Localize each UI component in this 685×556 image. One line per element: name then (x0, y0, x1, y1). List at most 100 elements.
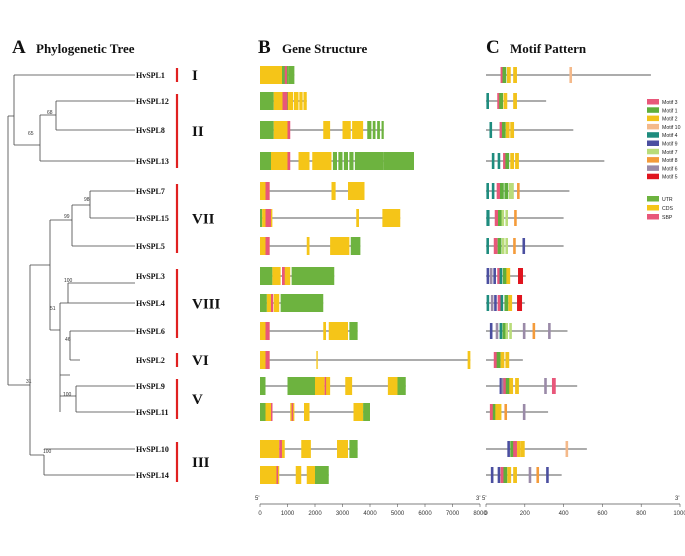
motif-4-block (489, 122, 493, 138)
structure-legend: UTR CDS SBP (647, 196, 673, 221)
motif-2-block (513, 467, 517, 483)
gene-label: HvSPL6 (136, 327, 165, 336)
legend-swatch (647, 123, 659, 130)
motif-7-block (509, 323, 512, 339)
motif-7-block (511, 183, 514, 199)
motif-4-block (497, 153, 501, 169)
motif-9-block (499, 378, 503, 394)
utr-block (363, 403, 370, 421)
gene-label: HvSPL12 (136, 97, 169, 106)
motif-2-block (515, 378, 519, 394)
motif-9-block (494, 295, 497, 311)
phylogenetic-tree (7, 74, 135, 476)
panel-b-title: Gene Structure (282, 41, 368, 56)
motif-axis: 5' 3' 0 200 400 600 800 1000 (482, 496, 685, 517)
motif-3-block (551, 378, 556, 394)
motif-6-block (544, 378, 547, 394)
tree-branch-lower (29, 264, 50, 456)
cds-block (273, 121, 288, 139)
panel-c-title: Motif Pattern (510, 41, 587, 56)
gene-label: HvSPL10 (136, 445, 169, 454)
motif-9-block (490, 467, 494, 483)
motif-7-block (505, 210, 508, 226)
motif-3-block (493, 352, 498, 368)
motif-4-block (486, 93, 489, 109)
utr-block (260, 294, 267, 312)
panel-a-title: Phylogenetic Tree (36, 41, 135, 56)
legend-swatch (647, 115, 659, 122)
cds-block (304, 403, 310, 421)
axis-tick-label: 5000 (391, 511, 405, 517)
motif-3-block (497, 268, 502, 284)
axis-tick-label: 3000 (336, 511, 350, 517)
cds-block (298, 152, 310, 170)
motif-4-block (486, 210, 490, 226)
bootstrap-label: 99 (64, 214, 70, 220)
utr-block (354, 152, 384, 170)
group-label: VII (192, 212, 215, 228)
cds-block (260, 440, 280, 458)
motif-3-block (497, 93, 502, 109)
legend-label: Motif 2 (662, 117, 678, 123)
axis-tick-label: 600 (597, 511, 608, 517)
motif-1-block (505, 378, 510, 394)
tree-branch-v (59, 375, 135, 413)
utr-block (397, 377, 406, 395)
tree-branch-viii (59, 302, 70, 376)
cds-block (326, 377, 331, 395)
sbp-block (284, 66, 287, 84)
motif-10-block (569, 67, 573, 83)
axis-tick-label: 800 (636, 511, 647, 517)
motif-1-block (501, 122, 506, 138)
sbp-block (276, 466, 278, 484)
legend-label: CDS (662, 206, 673, 212)
motif-1-block (504, 295, 509, 311)
gene-label: HvSPL2 (136, 356, 165, 365)
cds-block (356, 209, 359, 227)
motif-9-block (486, 268, 490, 284)
cds-block (260, 66, 282, 84)
motif-8-block (504, 404, 508, 420)
group-label: I (192, 68, 198, 84)
gene-label: HvSPL8 (136, 126, 165, 135)
motif-3-block (503, 153, 507, 169)
axis-tick-label: 6000 (418, 511, 432, 517)
motif-7-block (508, 183, 512, 199)
cds-block (348, 182, 365, 200)
axis-start-label: 5' (255, 496, 259, 502)
axis-start-label: 5' (482, 496, 486, 502)
gene-structure-tracks (260, 66, 471, 484)
cds-block (342, 121, 351, 139)
motif-6-block (528, 467, 532, 483)
cds-block (306, 466, 315, 484)
axis-tick-label: 0 (258, 511, 262, 517)
bootstrap-label: 51 (50, 306, 56, 312)
legend-swatch (647, 165, 659, 171)
motif-7-block (501, 210, 505, 226)
motif-1-block (498, 210, 502, 226)
gene-label: HvSPL15 (136, 214, 169, 223)
motif-9-block (546, 467, 549, 483)
utr-block (260, 377, 266, 395)
sbp-block (265, 351, 270, 369)
utr-block (349, 152, 354, 170)
motif-6-block (548, 323, 551, 339)
motif-2-block (513, 93, 517, 109)
motif-5-block (517, 295, 523, 311)
cds-block (266, 294, 271, 312)
gene-label: HvSPL1 (136, 71, 165, 80)
motif-3-block (493, 238, 498, 254)
bootstrap-label: 100 (43, 449, 52, 455)
motif-1-block (503, 467, 508, 483)
utr-block (377, 121, 380, 139)
motif-2-block (500, 352, 505, 368)
sbp-block (265, 322, 270, 340)
motif-1-block (504, 183, 509, 199)
motif-3-block (494, 210, 499, 226)
gene-label: HvSPL14 (136, 471, 169, 480)
cds-block (283, 267, 291, 285)
motif-2-block (520, 441, 525, 457)
motif-2-block (505, 122, 510, 138)
motif-1-block (510, 441, 515, 457)
